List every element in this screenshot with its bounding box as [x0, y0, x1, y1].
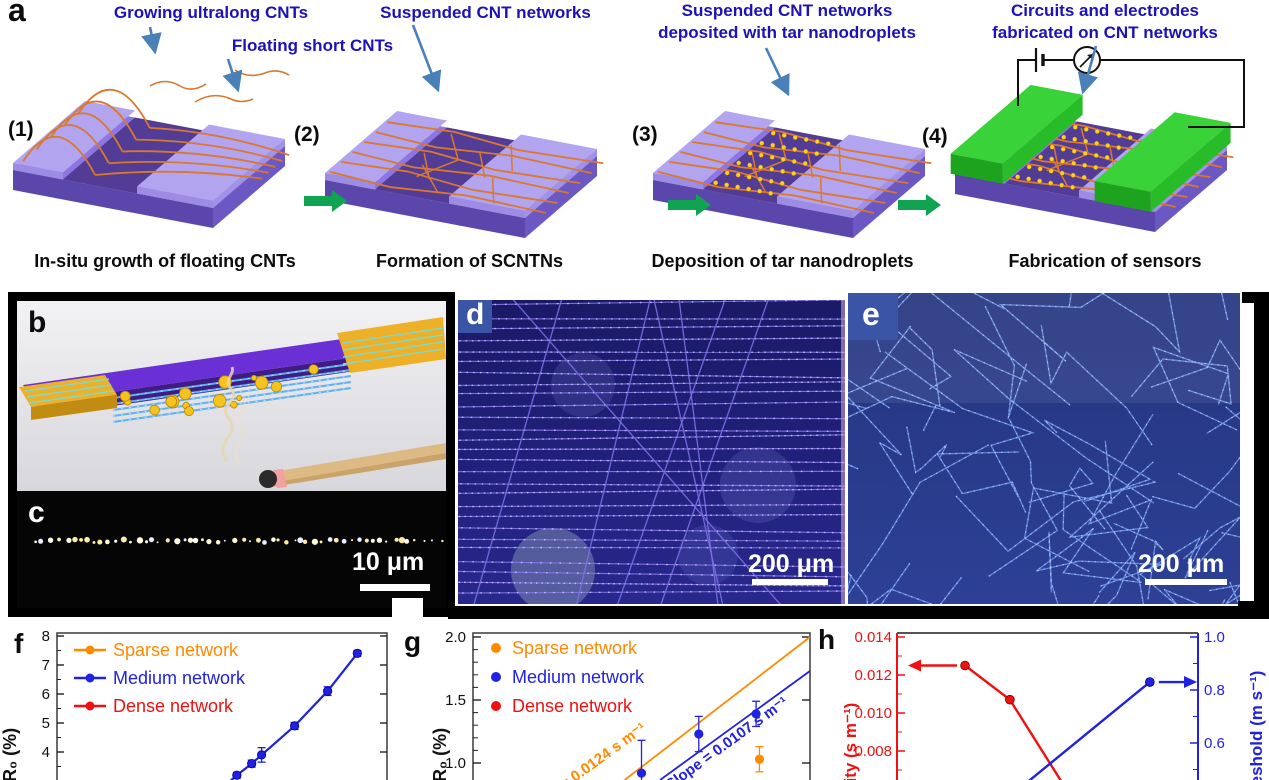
svg-text:2.0: 2.0	[445, 629, 466, 646]
separator-notch	[392, 598, 423, 618]
bottom-separator-bar	[448, 606, 1254, 619]
caption-step2: Formation of SCNTNs	[376, 251, 563, 271]
panel-e-micrograph	[848, 293, 1240, 604]
step-number-3: (3)	[632, 123, 658, 146]
panel-a-letter: a	[8, 0, 26, 28]
svg-text:Slope = 0.0124 s m⁻¹: Slope = 0.0124 s m⁻¹	[521, 719, 650, 780]
chart-h-canvas: 0.014 0.012 0.010 0.008 1.0 0.8 0.6 vity (s m⁻¹…	[841, 629, 1266, 780]
svg-text:6: 6	[42, 686, 50, 703]
panel-d-micrograph	[458, 300, 845, 604]
svg-text:Sparse network: Sparse network	[512, 638, 638, 658]
svg-text:Medium network: Medium network	[512, 667, 645, 687]
step-number-4: (4)	[922, 125, 948, 148]
step-number-1: (1)	[8, 118, 34, 141]
chart-g-container: 2.0 1.5 1.0/ R₀ (%) Sparse network Medium ne…	[400, 620, 820, 780]
chart-f-letter: f	[14, 628, 24, 659]
panel-a-illustration	[13, 24, 1245, 238]
svg-text:reshold (m s⁻¹): reshold (m s⁻¹)	[1247, 671, 1266, 780]
caption-step3: Deposition of tar nanodroplets	[651, 251, 914, 271]
svg-text:8: 8	[42, 628, 50, 645]
panel-e-letter: e	[862, 296, 880, 332]
svg-text:Dense network: Dense network	[113, 696, 234, 716]
panel-d-scale-text: 200 μm	[748, 550, 835, 578]
svg-text:vity (s m⁻¹): vity (s m⁻¹)	[841, 703, 860, 780]
svg-text:7: 7	[42, 657, 50, 674]
annotation-floating-cnts: Floating short CNTs	[231, 36, 394, 55]
right-border-bottom-nub	[1238, 601, 1269, 619]
caption-step4: Fabrication of sensors	[1008, 251, 1202, 271]
panel-b-letter: b	[28, 306, 47, 339]
svg-text:0.014: 0.014	[854, 629, 892, 646]
right-border-bar	[1254, 292, 1269, 619]
svg-text:4: 4	[42, 744, 50, 761]
panel-d-scale-bar	[752, 579, 828, 585]
svg-text:1.0: 1.0	[1204, 629, 1225, 646]
svg-text:/ R₀ (%): / R₀ (%)	[0, 728, 20, 780]
chart-f-container: 8 7 6 5 4 / R₀ (%) Sparse network Medium networ…	[0, 620, 400, 780]
svg-text:Sparse network: Sparse network	[113, 640, 239, 660]
svg-text:5: 5	[42, 715, 50, 732]
annotation-tar-line1: Suspended CNT networks	[681, 1, 893, 20]
chart-f-canvas: 8 7 6 5 4 / R₀ (%) Sparse network Medium networ…	[0, 628, 388, 780]
svg-text:0.012: 0.012	[854, 667, 892, 684]
svg-text:Medium network: Medium network	[113, 668, 246, 688]
panel-bc-frame	[8, 292, 455, 617]
panel-c-scale-text: 10 μm	[352, 548, 425, 576]
chart-g-letter: g	[404, 626, 422, 657]
panel-d-letter: d	[466, 298, 485, 331]
chart-g-canvas: 2.0 1.5 1.0/ R₀ (%) Sparse network Medium ne…	[430, 629, 811, 780]
svg-text:0.008: 0.008	[854, 743, 892, 760]
right-border-top-nub	[1242, 292, 1269, 303]
svg-text:0.8: 0.8	[1204, 682, 1225, 699]
annotation-circuits-line2: fabricated on CNT networks	[992, 23, 1218, 42]
annotation-circuits-line1: Circuits and electrodes	[1010, 1, 1199, 20]
svg-text:0.010: 0.010	[854, 705, 892, 722]
svg-text:1.5: 1.5	[445, 692, 466, 709]
caption-step1: In-situ growth of floating CNTs	[34, 251, 296, 271]
panel-c-scale-bar	[360, 584, 430, 591]
svg-text:/ R₀ (%): / R₀ (%)	[430, 728, 450, 780]
step-number-2: (2)	[294, 123, 320, 146]
svg-text:0.6: 0.6	[1204, 735, 1225, 752]
chart-h-container: 0.014 0.012 0.010 0.008 1.0 0.8 0.6 vity (s m⁻¹…	[820, 620, 1269, 780]
panel-c-letter: c	[28, 496, 45, 529]
svg-text:1.0: 1.0	[445, 755, 466, 772]
panel-e-scale-text: 200 μm	[1138, 550, 1225, 578]
svg-text:Dense network: Dense network	[512, 696, 633, 716]
annotation-tar-line2: deposited with tar nanodroplets	[658, 23, 916, 42]
annotation-suspended-networks: Suspended CNT networks	[380, 3, 591, 22]
panel-b-illustration	[17, 301, 446, 491]
chart-h-letter: h	[818, 624, 836, 655]
panel-e-scale-bar	[1145, 579, 1227, 585]
annotation-growing-cnts: Growing ultralong CNTs	[113, 3, 309, 22]
